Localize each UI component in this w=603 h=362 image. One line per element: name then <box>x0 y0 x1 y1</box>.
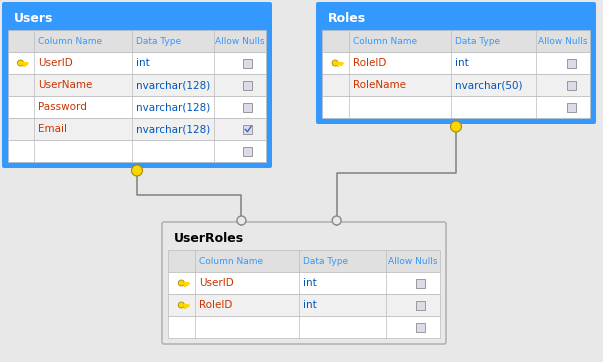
FancyBboxPatch shape <box>2 2 272 168</box>
Text: int: int <box>303 300 317 310</box>
Bar <box>168 294 440 316</box>
Text: Data Type: Data Type <box>136 37 181 46</box>
Bar <box>168 272 440 294</box>
Bar <box>168 250 440 338</box>
Bar <box>322 30 590 118</box>
Bar <box>244 80 253 89</box>
Bar <box>322 30 590 52</box>
Text: nvarchar(128): nvarchar(128) <box>136 80 210 90</box>
Text: Roles: Roles <box>328 13 366 25</box>
Bar <box>8 52 266 74</box>
Text: UserName: UserName <box>38 80 92 90</box>
Bar <box>8 30 266 162</box>
Bar <box>322 8 590 30</box>
Circle shape <box>332 216 341 225</box>
Bar <box>168 228 440 250</box>
Bar <box>322 52 590 74</box>
Bar <box>567 59 576 67</box>
Circle shape <box>17 60 24 66</box>
Text: int: int <box>455 58 469 68</box>
FancyBboxPatch shape <box>162 222 446 344</box>
Bar <box>8 140 266 162</box>
Text: Password: Password <box>38 102 87 112</box>
Bar <box>417 300 426 310</box>
Bar <box>8 74 266 96</box>
Bar <box>417 278 426 287</box>
Bar <box>322 96 590 118</box>
Bar <box>8 118 266 140</box>
Circle shape <box>332 60 338 66</box>
Bar <box>567 102 576 111</box>
Text: Column Name: Column Name <box>199 257 264 265</box>
Text: Users: Users <box>14 13 54 25</box>
Text: Data Type: Data Type <box>303 257 348 265</box>
Bar <box>244 59 253 67</box>
Text: Column Name: Column Name <box>38 37 102 46</box>
Bar <box>8 30 266 52</box>
Text: UserID: UserID <box>38 58 72 68</box>
Circle shape <box>237 216 246 225</box>
Bar <box>567 80 576 89</box>
Text: Email: Email <box>38 124 67 134</box>
Text: nvarchar(50): nvarchar(50) <box>455 80 522 90</box>
Text: RoleID: RoleID <box>199 300 233 310</box>
Bar <box>8 8 266 30</box>
Circle shape <box>178 302 185 308</box>
Circle shape <box>450 121 461 132</box>
Text: UserID: UserID <box>199 278 234 288</box>
Bar <box>168 250 440 272</box>
Text: UserRoles: UserRoles <box>174 232 244 245</box>
Text: Allow Nulls: Allow Nulls <box>215 37 265 46</box>
Text: Allow Nulls: Allow Nulls <box>388 257 438 265</box>
Text: Column Name: Column Name <box>353 37 417 46</box>
Bar <box>244 147 253 156</box>
Text: int: int <box>136 58 150 68</box>
Text: RoleID: RoleID <box>353 58 386 68</box>
Bar <box>322 74 590 96</box>
Bar <box>417 323 426 332</box>
Bar <box>8 96 266 118</box>
Text: Allow Nulls: Allow Nulls <box>538 37 588 46</box>
Text: Data Type: Data Type <box>455 37 500 46</box>
Text: RoleName: RoleName <box>353 80 406 90</box>
Bar <box>244 125 253 134</box>
Bar <box>168 316 440 338</box>
Circle shape <box>178 280 185 286</box>
Circle shape <box>131 165 142 176</box>
Text: nvarchar(128): nvarchar(128) <box>136 124 210 134</box>
Text: int: int <box>303 278 317 288</box>
Bar <box>244 102 253 111</box>
Text: nvarchar(128): nvarchar(128) <box>136 102 210 112</box>
FancyBboxPatch shape <box>316 2 596 124</box>
